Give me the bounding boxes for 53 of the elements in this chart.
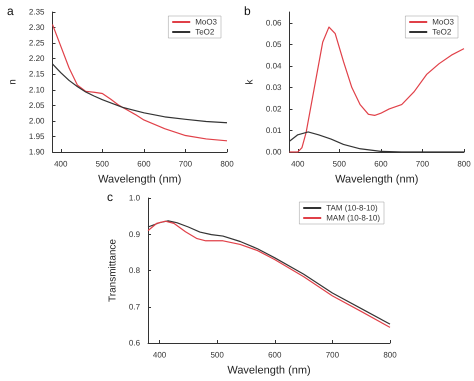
x-tick-label: 700 [416, 160, 430, 168]
x-tick-label: 600 [374, 160, 388, 168]
y-tick-label: 1.90 [28, 148, 46, 156]
y-tick-label: 0.02 [266, 104, 282, 114]
y-tick-label: 2.10 [28, 85, 46, 94]
y-tick-label: 2.35 [28, 8, 46, 16]
x-tick-label: 400 [54, 160, 68, 168]
y-tick-label: 2.00 [28, 116, 46, 126]
x-tick-label: 800 [383, 350, 398, 360]
y-tick-label: 2.05 [28, 100, 46, 110]
y-tick-label: 0.8 [128, 266, 141, 275]
x-tick-label: 400 [291, 160, 305, 168]
y-tick-label: 0.00 [266, 148, 282, 156]
y-tick-label: 2.15 [28, 70, 46, 79]
x-axis-title: Wavelength (nm) [227, 364, 311, 376]
line-series [52, 24, 228, 142]
y-tick-label: 0.06 [266, 18, 282, 28]
y-tick-label: 2.30 [28, 23, 46, 32]
y-tick-label: 2.20 [28, 54, 46, 64]
x-tick-label: 500 [210, 350, 224, 360]
y-tick-label: 0.9 [128, 230, 141, 239]
y-tick-label: 0.05 [266, 40, 282, 49]
x-tick-label: 800 [457, 160, 472, 168]
legend-label: MoO3 [195, 18, 218, 26]
chart-title: c [107, 190, 113, 204]
x-tick-label: 600 [137, 160, 152, 168]
x-tick-label: 600 [268, 350, 282, 360]
y-tick-label: 0.03 [266, 82, 282, 92]
y-tick-label: 1.0 [128, 194, 141, 202]
x-tick-label: 700 [178, 160, 193, 168]
y-tick-label: 0.01 [266, 126, 282, 135]
chart-title: a [7, 4, 14, 18]
y-tick-label: 2.25 [28, 38, 46, 48]
x-axis-title: Wavelength (nm) [98, 174, 182, 186]
x-tick-label: 400 [152, 350, 167, 360]
x-tick-label: 800 [220, 160, 234, 168]
x-axis-title: Wavelength (nm) [335, 174, 418, 186]
y-tick-label: 1.95 [28, 132, 46, 141]
y-axis-title: n [8, 79, 18, 85]
y-tick-label: 0.7 [128, 302, 141, 312]
y-axis-title: Transmittance [108, 238, 118, 302]
legend-label: TeO2 [432, 28, 452, 36]
legend-label: MoO3 [432, 18, 455, 26]
legend-label: MAM (10-8-10) [326, 214, 380, 222]
y-tick-label: 0.04 [266, 61, 282, 70]
chart-title: b [244, 4, 251, 18]
legend-label: TeO2 [195, 28, 215, 36]
y-tick-label: 0.6 [128, 338, 141, 348]
x-tick-label: 700 [326, 350, 340, 360]
legend-label: TAM (10-8-10) [326, 204, 378, 212]
x-tick-label: 500 [332, 160, 347, 168]
y-axis-title: k [244, 78, 256, 84]
x-tick-label: 500 [96, 160, 110, 168]
